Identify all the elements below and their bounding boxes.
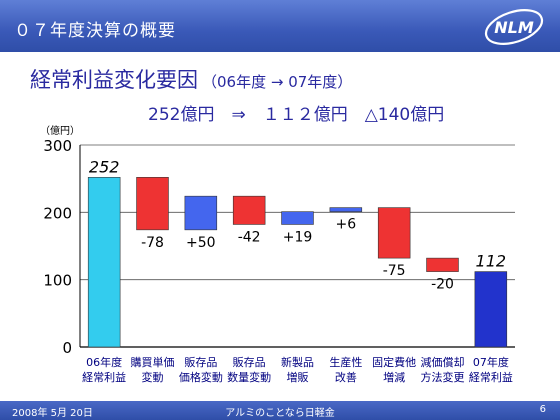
unit-label: （億円） (40, 126, 80, 137)
bar-value-label: 112 (476, 252, 507, 271)
category-label: 生産性 (329, 355, 362, 369)
bar-value-label: +19 (283, 229, 313, 245)
y-tick-label: 200 (43, 204, 72, 222)
waterfall-bar (136, 177, 169, 231)
bar-value-label: 252 (89, 157, 120, 176)
bar-value-label: -42 (238, 229, 261, 245)
waterfall-bar (184, 195, 218, 231)
footer-company: アルミのことなら日軽金 (225, 408, 335, 419)
category-label: 変動 (142, 370, 164, 384)
waterfall-bar (329, 207, 363, 212)
bar-value-label: +6 (336, 217, 357, 233)
bar-value-label: -75 (383, 263, 406, 279)
waterfall-bar (232, 195, 266, 225)
waterfall-bar (377, 207, 411, 259)
category-label: 増販 (287, 371, 309, 384)
category-label: 数量変動 (227, 370, 271, 384)
category-label: 06年度 (86, 355, 122, 369)
category-label: 販存品 (184, 355, 217, 369)
heading-sub: （06年度 → 07年度） (202, 73, 353, 91)
footer-date: 2008年 5月 20日 (12, 408, 93, 419)
category-label: 経常利益 (469, 370, 513, 384)
header-title: ０７年度決算の概要 (14, 21, 176, 41)
waterfall-bar (87, 177, 121, 348)
bar-value-label: -78 (141, 235, 164, 251)
header-bar: ０７年度決算の概要 NLM (0, 0, 560, 52)
category-label: 購買単価 (131, 355, 175, 369)
category-label: 07年度 (473, 355, 509, 369)
category-label: 価格変動 (179, 370, 223, 384)
category-label: 方法変更 (421, 370, 465, 384)
summary-text: 252億円 ⇒ １１２億円 △140億円 (148, 105, 445, 125)
category-label: 増減 (383, 370, 405, 384)
category-label: 固定費他 (372, 355, 416, 369)
footer-bar (0, 401, 560, 420)
waterfall-bar (426, 257, 459, 272)
bar-value-label: +50 (186, 235, 216, 251)
y-tick-label: 100 (43, 272, 72, 290)
category-label: 販存品 (233, 355, 266, 369)
slide-heading: 経常利益変化要因 （06年度 → 07年度） (30, 64, 352, 94)
waterfall-bar (474, 271, 508, 348)
waterfall-chart: 010020030025206年度経常利益-78購買単価変動+50販存品価格変動… (43, 137, 515, 384)
heading-main: 経常利益変化要因 (30, 68, 198, 92)
y-tick-label: 300 (43, 137, 72, 155)
y-tick-label: 0 (62, 339, 72, 357)
category-label: 減価償却 (421, 355, 465, 369)
company-logo-icon: NLM (484, 9, 544, 45)
category-label: 改善 (335, 370, 357, 384)
category-label: 経常利益 (82, 370, 126, 384)
logo-text: NLM (494, 18, 534, 37)
page-number: 6 (539, 404, 546, 415)
category-label: 新製品 (281, 355, 314, 369)
waterfall-bar (281, 211, 314, 225)
bar-value-label: -20 (431, 277, 454, 293)
